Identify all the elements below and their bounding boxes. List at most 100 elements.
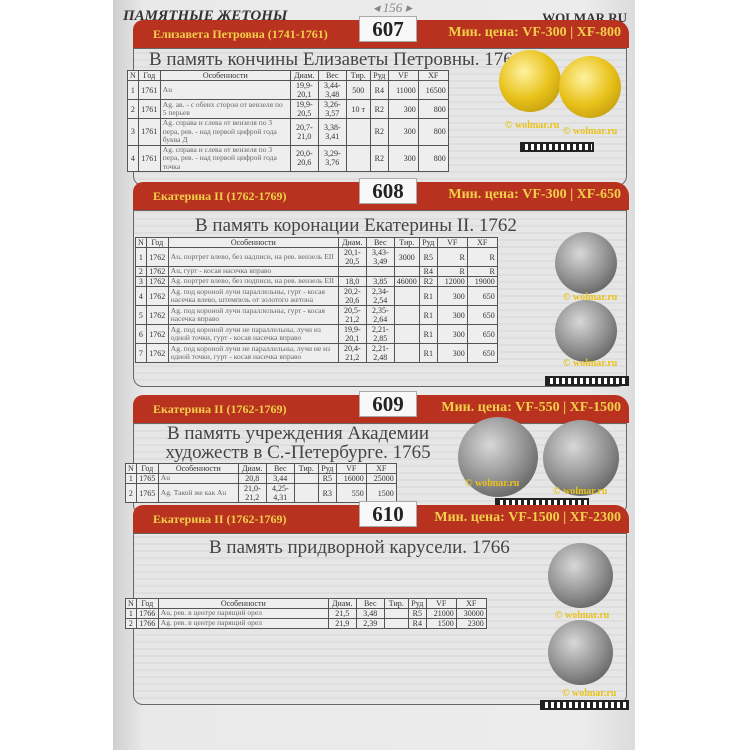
lot-608-table: N Год Особенности Диам. Вес Тир. Руд VF XF 1 1762 A… [135,237,498,363]
table-row: 2 1762 Au, гурт - косая насечка вправо R4 R R [135,266,498,277]
coin-obverse-image [499,50,561,112]
coin-reverse-image [548,620,613,685]
table-row: 5 1762 Ag. под короной лучи параллельны, г… [135,305,498,325]
table-cell: 1762 [145,324,169,344]
table-cell: R4 [407,618,427,629]
ruler-name: Екатерина II (1762-1769) [153,402,287,416]
watermark: © wolmar.ru [563,126,618,137]
table-cell: 10 т [345,99,371,119]
column-header: Диам. [337,237,367,248]
table-cell: 46000 [393,276,420,287]
column-header: N [125,598,137,609]
table-cell: 2 [125,483,137,503]
column-header: Год [135,463,159,474]
watermark: © wolmar.ru [505,120,560,131]
table-row: 1 1766 Au, рев. в центре парящий орел 21,5 3… [125,608,487,619]
table-cell: R [466,266,498,277]
table-cell: 1761 [137,118,161,146]
table-cell: R2 [369,118,389,146]
table-cell: 1762 [145,247,169,267]
table-cell: 1762 [145,343,169,363]
table-row: 4 1762 Ag. под короной лучи параллельны, г… [135,286,498,306]
min-price: Мин. цена: VF-1500 | XF-2300 [434,510,621,525]
table-cell: 300 [436,324,468,344]
table-cell: R [436,266,468,277]
table-cell [293,473,319,484]
table-cell: 19,9-20,1 [337,324,367,344]
table-cell: 2,35-2,64 [365,305,395,325]
table-cell: R4 [418,266,438,277]
table-cell [393,286,420,306]
table-cell: Au, портрет влево, без надписи, на рев. … [167,247,339,267]
watermark: © wolmar.ru [465,478,520,489]
table-cell: Ag. рев. в центре парящий орел [157,618,329,629]
table-cell: 2300 [455,618,487,629]
column-header: Год [145,237,169,248]
table-cell: 3,48 [355,608,385,619]
table-cell: Au, гурт - косая насечка вправо [167,266,339,277]
table-cell: 19,9-20,5 [289,99,319,119]
table-cell: 300 [436,305,468,325]
column-header: N [127,70,139,81]
table-cell: R1 [418,324,438,344]
table-cell: 4 [135,286,147,306]
table-cell: 1 [127,80,139,100]
lot-607-banner: Елизавета Петровна (1741-1761) 607 Мин. … [133,16,629,48]
table-cell: 2 [127,99,139,119]
table-cell: 800 [417,144,449,172]
table-cell: 650 [466,343,498,363]
table-cell [345,144,371,172]
table-cell: 1762 [145,266,169,277]
table-cell: 550 [335,483,367,503]
table-cell: 2,39 [355,618,385,629]
table-row: 6 1762 Ag. под короной лучи не параллельны… [135,324,498,344]
column-header: Год [135,598,159,609]
min-price: Мин. цена: VF-300 | XF-650 [448,187,621,202]
coin-reverse-image [555,300,617,362]
table-row: 1 1761 Au 19,9-20,1 3,44-3,48 500 R4 11000 16500 [127,80,449,100]
scale-bar [540,700,629,710]
table-cell: R5 [317,473,337,484]
table-cell: 2,21-2,48 [365,343,395,363]
table-cell: 1762 [145,276,169,287]
table-cell: 500 [345,80,371,100]
table-cell: R4 [369,80,389,100]
table-cell: R3 [317,483,337,503]
table-cell: Au, рев. в центре парящий орел [157,608,329,619]
table-cell: R2 [369,144,389,172]
catalog-page: ◂ 156 ▸ ПАМЯТНЫЕ ЖЕТОНЫ WOLMAR.RU Елизав… [113,0,635,750]
table-cell: 3,44-3,48 [317,80,347,100]
table-cell: 4 [127,144,139,172]
table-cell: 1762 [145,305,169,325]
table-cell: 300 [436,286,468,306]
table-cell: 16500 [417,80,449,100]
lot-610-table: N Год Особенности Диам. Вес Тир. Руд VF XF 1 1766 A… [125,598,487,629]
table-cell: 4,25-4,31 [265,483,295,503]
column-header: VF [425,598,457,609]
table-cell: 1761 [137,99,161,119]
table-cell: Ag. Такой же как Au [157,483,239,503]
table-cell: 3,44 [265,473,295,484]
lot-608-banner: Екатерина II (1762-1769) 608 Мин. цена: … [133,178,629,210]
table-cell: 650 [466,286,498,306]
scale-bar [520,142,594,152]
table-row: 3 1762 Ag. портрет влево, без подписи, на … [135,276,498,287]
table-cell: R1 [418,305,438,325]
column-header: Особенности [159,70,291,81]
table-cell: 3,43-3,49 [365,247,395,267]
ruler-name: Елизавета Петровна (1741-1761) [153,27,328,41]
table-cell: 16000 [335,473,367,484]
table-row: 4 1761 Ag. справа и слева от вензеля по 3 … [127,144,449,172]
table-cell: Ag. под короной лучи не параллельны, луч… [167,343,339,363]
table-cell [383,608,409,619]
table-cell [393,324,420,344]
column-header: Год [137,70,161,81]
table-cell [365,266,395,277]
table-cell: 19000 [466,276,498,287]
table-cell: 300 [387,118,419,146]
table-row: 1 1765 Au 20,8 3,44 R5 16000 25000 [125,473,397,484]
table-row: 3 1761 Ag. справа и слева от вензеля по 3 … [127,118,449,146]
column-header: Вес [355,598,385,609]
table-cell: 30000 [455,608,487,619]
table-cell: 650 [466,305,498,325]
